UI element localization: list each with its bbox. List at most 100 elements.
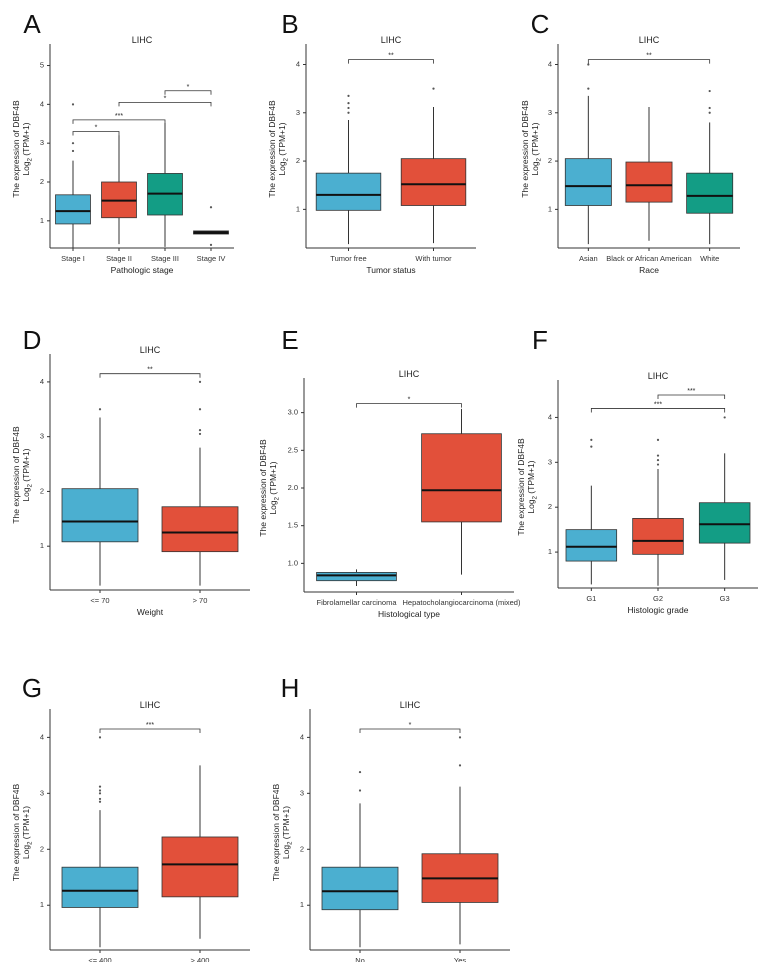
y-tick-label: 3 — [296, 108, 300, 117]
box-white — [686, 89, 734, 245]
box-iqr — [421, 433, 502, 523]
y-axis-title: The expression of DBF4BLog2 (TPM+1) — [258, 439, 281, 537]
box-stage-iii — [147, 122, 183, 247]
outlier-point — [458, 736, 462, 739]
box-with-tumor — [400, 87, 467, 244]
box-g1 — [565, 438, 618, 585]
significance-label: *** — [687, 388, 695, 395]
outlier-point — [587, 87, 590, 90]
box-iqr — [698, 502, 751, 544]
outlier-point — [98, 789, 102, 792]
y-tick-label: 4 — [296, 59, 300, 68]
outlier-point — [656, 438, 660, 441]
x-tick-label: No — [355, 956, 365, 962]
outlier-point — [358, 789, 362, 792]
y-tick-label: 1 — [300, 900, 304, 909]
outlier-point — [723, 416, 726, 419]
significance-label: * — [164, 95, 167, 102]
y-tick-label: 2 — [548, 502, 552, 511]
box-iqr — [161, 836, 239, 898]
x-tick-label: <= 70 — [90, 596, 109, 605]
panel-e: E LIHC 1.0 1.5 2.0 2.5 3.0 The expression of DB… — [258, 325, 521, 619]
significance-bracket — [587, 59, 711, 64]
box-iqr — [161, 506, 239, 553]
panel-title: LIHC — [400, 700, 421, 710]
outlier-point — [198, 380, 202, 384]
y-tick-label: 3 — [548, 457, 552, 466]
panel-title: LIHC — [381, 35, 402, 45]
y-tick-label: 1.5 — [288, 521, 298, 530]
y-tick-label: 2.0 — [288, 483, 298, 492]
box--400 — [61, 736, 139, 948]
outlier-point — [98, 800, 102, 803]
outlier-point — [590, 445, 593, 448]
box-iqr — [400, 158, 467, 206]
y-axis-title: The expression of DBF4BLog2 (TPM+1) — [520, 100, 543, 198]
x-tick-label: Black or African American — [606, 254, 691, 263]
x-tick-label: Stage IV — [197, 254, 226, 263]
outlier-point — [347, 102, 350, 105]
panel-d: D LIHC 1 2 3 4 The expression of DBF4BLog2 (TP… — [11, 325, 250, 617]
x-tick-label: With tumor — [415, 254, 452, 263]
significance-bracket — [164, 90, 212, 95]
x-axis-title: Histologic grade — [628, 605, 689, 615]
box-iqr — [55, 194, 91, 225]
panel-f: F LIHC 1 2 3 4 The expression of DBF4BLog2 (TP… — [516, 325, 758, 615]
significance-bracket — [118, 102, 212, 107]
x-axis-title: Pathologic stage — [111, 265, 174, 275]
y-axis-title: The expression of DBF4BLog2 (TPM+1) — [271, 784, 294, 882]
box-iqr — [625, 161, 673, 203]
outlier-point — [198, 428, 202, 432]
y-tick-label: 3 — [40, 788, 44, 797]
significance-label: * — [409, 722, 412, 729]
x-tick-label: G3 — [720, 594, 730, 603]
box-iqr — [61, 488, 139, 543]
outlier-point — [98, 408, 102, 411]
outlier-point — [656, 454, 660, 457]
outlier-point — [198, 408, 202, 411]
significance-label: ** — [388, 53, 394, 60]
box-tumor-free — [315, 94, 382, 245]
x-tick-label: G2 — [653, 594, 663, 603]
x-axis-title: Weight — [137, 607, 164, 617]
y-tick-label: 2 — [40, 844, 44, 853]
box-iqr — [316, 572, 397, 582]
outlier-point — [71, 142, 75, 145]
outlier-point — [347, 106, 350, 110]
y-tick-label: 1 — [296, 204, 300, 213]
outlier-point — [656, 463, 660, 466]
x-tick-label: <= 400 — [88, 956, 111, 962]
box-iqr — [632, 518, 684, 555]
y-axis-title: The expression of DBF4BLog2 (TPM+1) — [516, 438, 539, 536]
x-tick-label: > 400 — [191, 956, 210, 962]
outlier-point — [71, 103, 75, 106]
box-hepatocholangiocarcinoma-mixed- — [421, 408, 502, 575]
y-tick-label: 4 — [300, 732, 304, 741]
x-tick-label: Asian — [579, 254, 598, 263]
y-tick-label: 5 — [40, 61, 44, 70]
y-tick-label: 2 — [40, 486, 44, 495]
y-tick-label: 3 — [40, 432, 44, 441]
box-yes — [421, 736, 499, 945]
outlier-point — [708, 89, 711, 93]
panel-letter: F — [532, 325, 548, 355]
panel-title: LIHC — [399, 369, 420, 379]
outlier-point — [590, 438, 593, 441]
outlier-point — [708, 106, 711, 110]
x-axis-title: Tumor status — [366, 265, 415, 275]
outlier-point — [347, 94, 350, 97]
y-axis-title: The expression of DBF4BLog2 (TPM+1) — [11, 100, 34, 198]
y-tick-label: 4 — [548, 412, 552, 421]
x-tick-label: > 70 — [193, 596, 208, 605]
significance-label: * — [408, 397, 411, 404]
outlier-point — [358, 770, 362, 774]
significance-label: ** — [147, 367, 153, 374]
outlier-point — [98, 785, 102, 788]
outlier-point — [458, 764, 462, 767]
box--70 — [61, 408, 139, 586]
x-tick-label: Stage II — [106, 254, 132, 263]
y-tick-label: 2.5 — [288, 445, 298, 454]
y-tick-label: 4 — [40, 732, 44, 741]
y-tick-label: 3 — [300, 788, 304, 797]
significance-bracket — [348, 59, 434, 64]
